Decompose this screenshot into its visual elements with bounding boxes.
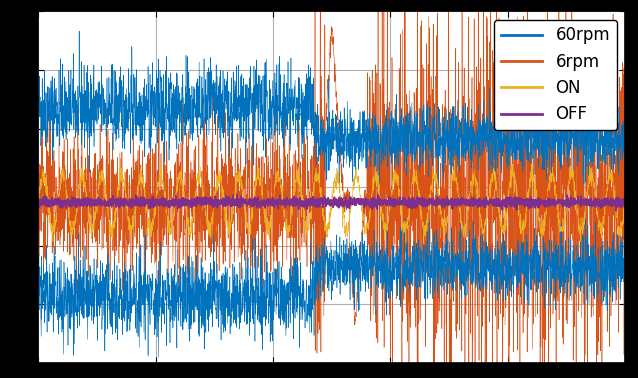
Legend: 60rpm, 6rpm, ON, OFF: 60rpm, 6rpm, ON, OFF xyxy=(494,20,617,130)
